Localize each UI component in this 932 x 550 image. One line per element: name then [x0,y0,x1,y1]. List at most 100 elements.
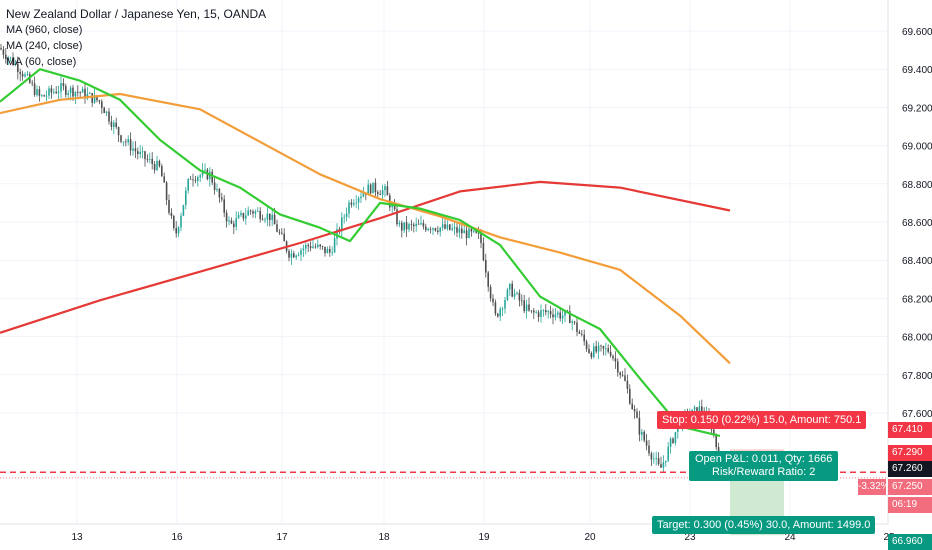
ma960-legend[interactable]: MA (960, close) [6,24,83,36]
candle-body [405,222,408,230]
candle-body [187,178,189,191]
candle-body [144,151,146,160]
candle-body [655,458,657,459]
candle-body [194,180,197,182]
ma240-line [0,92,731,365]
candle-body [569,311,571,323]
candle-body [101,101,103,108]
candle-body [91,93,93,103]
candle-body [117,127,120,136]
symbol-title[interactable]: New Zealand Dollar / Japanese Yen, 15, O… [6,7,267,21]
candle-body [583,334,585,342]
candle-body [132,148,134,151]
ma60-legend[interactable]: MA (60, close) [6,56,77,68]
current-price-tag: 67.250 [888,479,932,495]
candle-body [369,184,372,194]
candle-body [408,224,410,230]
candle-body [81,88,84,93]
candle-body [621,374,624,376]
candle-body [593,346,595,358]
candle-body [489,286,492,299]
candle-body [393,205,396,210]
target-price-tag: 66.960 [888,534,932,550]
candle-body [494,302,497,314]
candle-body [113,122,115,127]
open-pnl-label[interactable]: Open P&L: 0.011, Qty: 1666 Risk/Reward R… [689,451,839,481]
candle-body [41,95,43,97]
candle-body [297,254,300,256]
candle-body [648,445,650,454]
candle-body [422,223,425,227]
candle-body [326,248,329,254]
y-tick-label: 68.000 [902,333,932,344]
candle-body [333,238,336,253]
candle-body [552,314,554,318]
candle-body [674,431,677,443]
candle-body [453,227,456,229]
candle-body [21,73,24,77]
candle-body [367,184,369,195]
take-profit-label[interactable]: Target: 0.300 (0.45%) 30.0, Amount: 1499… [652,516,876,534]
candle-body [403,222,405,231]
candle-body [521,300,523,302]
candle-body [701,406,703,414]
moving-average-series [0,68,731,437]
candle-body [660,464,662,468]
candle-body [624,375,626,381]
entry-price-tag: 67.290 [888,445,932,461]
candle-body [48,88,50,96]
candle-body [362,193,365,197]
candle-body [149,158,151,160]
candle-body [74,91,77,97]
candle-body [468,228,470,239]
candle-body [636,411,638,418]
candle-body [485,260,487,273]
candle-body [211,171,213,183]
candle-body [386,186,389,196]
candle-body [492,298,494,303]
stop-loss-label[interactable]: Stop: 0.150 (0.22%) 15.0, Amount: 750.1 [657,411,867,429]
candle-body [60,83,62,92]
candle-body [295,255,297,258]
candle-body [185,190,187,205]
candle-body [276,224,278,232]
candle-body [657,458,660,465]
candle-body [473,230,475,232]
candle-body [252,211,254,214]
candle-body [7,57,9,60]
candle-body [146,159,149,160]
candle-body [374,182,377,193]
candle-body [665,460,667,463]
candle-body [715,434,717,448]
y-tick-label: 69.200 [902,103,932,114]
candle-body [669,438,672,447]
candle-body [129,139,132,151]
candle-body [456,227,458,233]
candle-body [197,177,199,182]
candle-body [290,253,293,258]
candle-body [12,57,14,65]
candle-body [38,89,41,96]
candle-body [317,244,319,248]
ma240-legend[interactable]: MA (240, close) [6,40,83,52]
candle-body [641,431,643,435]
candle-body [115,122,117,128]
candle-body [139,151,141,155]
candle-body [458,228,461,233]
candle-body [302,248,305,251]
candle-body [597,345,600,352]
candle-body [638,417,641,435]
candle-body [89,93,91,94]
candle-body [451,228,453,230]
candle-body [53,91,55,93]
candle-body [221,197,223,200]
candle-body [242,212,245,219]
candle-body [245,215,247,219]
candle-body [233,223,235,228]
candle-body [482,242,485,261]
candle-body [355,202,357,204]
candle-body [177,227,180,234]
candle-body [653,458,655,460]
candle-body [36,89,38,95]
price-candles [0,43,722,473]
